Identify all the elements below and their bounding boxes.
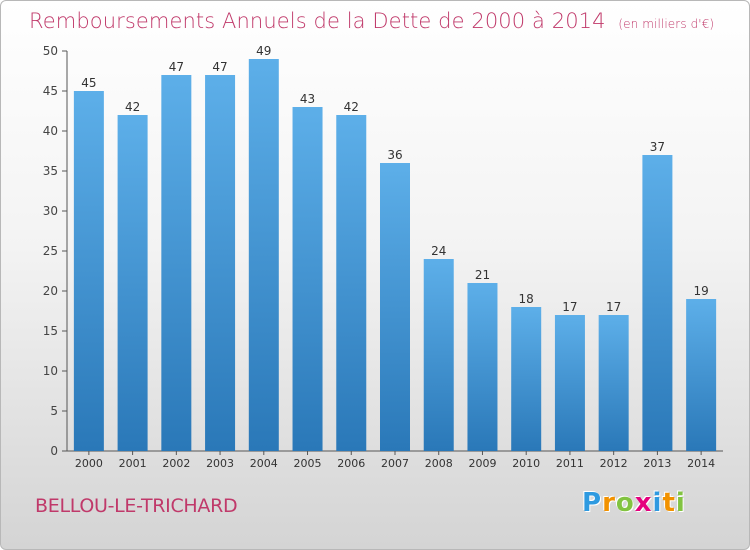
x-tick-label: 2004 bbox=[250, 457, 278, 470]
town-name: BELLOU-LE-TRICHARD bbox=[35, 495, 238, 517]
chart-unit-label: (en milliers d'€) bbox=[618, 17, 715, 31]
bar bbox=[205, 75, 236, 451]
bar-value-label: 21 bbox=[475, 268, 490, 282]
bar bbox=[336, 115, 367, 451]
y-tick-label: 30 bbox=[43, 204, 58, 218]
bar bbox=[248, 59, 279, 451]
y-tick-label: 50 bbox=[43, 44, 58, 58]
y-tick-label: 25 bbox=[43, 244, 58, 258]
bar-value-label: 45 bbox=[81, 76, 96, 90]
x-tick-label: 2013 bbox=[643, 457, 671, 470]
bar bbox=[117, 115, 148, 451]
bar bbox=[73, 91, 104, 451]
y-tick-label: 10 bbox=[43, 364, 58, 378]
x-tick-label: 2000 bbox=[75, 457, 103, 470]
y-tick-label: 40 bbox=[43, 124, 58, 138]
bar bbox=[686, 299, 717, 451]
x-tick-label: 2005 bbox=[294, 457, 322, 470]
bar bbox=[467, 283, 498, 451]
bar bbox=[554, 315, 585, 451]
bar-value-label: 43 bbox=[300, 92, 315, 106]
y-tick-label: 15 bbox=[43, 324, 58, 338]
bar bbox=[380, 163, 410, 451]
bar bbox=[161, 75, 192, 451]
y-tick-label: 45 bbox=[43, 84, 58, 98]
logo-letter: i bbox=[675, 488, 686, 518]
y-tick-label: 20 bbox=[43, 284, 58, 298]
x-tick-label: 2008 bbox=[425, 457, 453, 470]
bar bbox=[511, 307, 542, 451]
bar-value-label: 49 bbox=[256, 44, 271, 58]
x-tick-label: 2011 bbox=[556, 457, 584, 470]
bar-value-label: 17 bbox=[606, 300, 621, 314]
bar-value-label: 18 bbox=[519, 292, 534, 306]
x-tick-label: 2012 bbox=[600, 457, 628, 470]
x-tick-label: 2009 bbox=[468, 457, 496, 470]
chart-title-text: Remboursements Annuels de la Dette de 20… bbox=[29, 9, 606, 33]
bar bbox=[292, 107, 323, 451]
x-tick-label: 2001 bbox=[119, 457, 147, 470]
x-tick-label: 2003 bbox=[206, 457, 234, 470]
bar-value-label: 47 bbox=[169, 60, 184, 74]
logo-letter: t bbox=[662, 488, 676, 518]
y-tick-label: 35 bbox=[43, 164, 58, 178]
logo-letter: r bbox=[602, 488, 616, 518]
logo-letter: P bbox=[582, 488, 603, 518]
bar-value-label: 42 bbox=[344, 100, 359, 114]
y-tick-label: 5 bbox=[50, 404, 58, 418]
bar-value-label: 36 bbox=[387, 148, 402, 162]
bar-value-label: 42 bbox=[125, 100, 140, 114]
y-tick-label: 0 bbox=[50, 444, 58, 458]
bar-value-label: 24 bbox=[431, 244, 446, 258]
x-tick-label: 2010 bbox=[512, 457, 540, 470]
logo-letter: o bbox=[615, 488, 635, 518]
bar bbox=[423, 259, 454, 451]
bar-value-label: 19 bbox=[693, 284, 708, 298]
x-tick-label: 2014 bbox=[687, 457, 715, 470]
x-tick-label: 2007 bbox=[381, 457, 409, 470]
chart-title: Remboursements Annuels de la Dette de 20… bbox=[29, 9, 714, 33]
x-tick-label: 2006 bbox=[337, 457, 365, 470]
bar bbox=[598, 315, 629, 451]
bar bbox=[642, 155, 673, 451]
proxiti-logo: Proxiti bbox=[582, 488, 686, 518]
logo-letter: i bbox=[652, 488, 663, 518]
bar-value-label: 47 bbox=[212, 60, 227, 74]
bar-value-label: 37 bbox=[650, 140, 665, 154]
bar-value-label: 17 bbox=[562, 300, 577, 314]
logo-letter: x bbox=[634, 488, 653, 518]
x-tick-label: 2002 bbox=[162, 457, 190, 470]
